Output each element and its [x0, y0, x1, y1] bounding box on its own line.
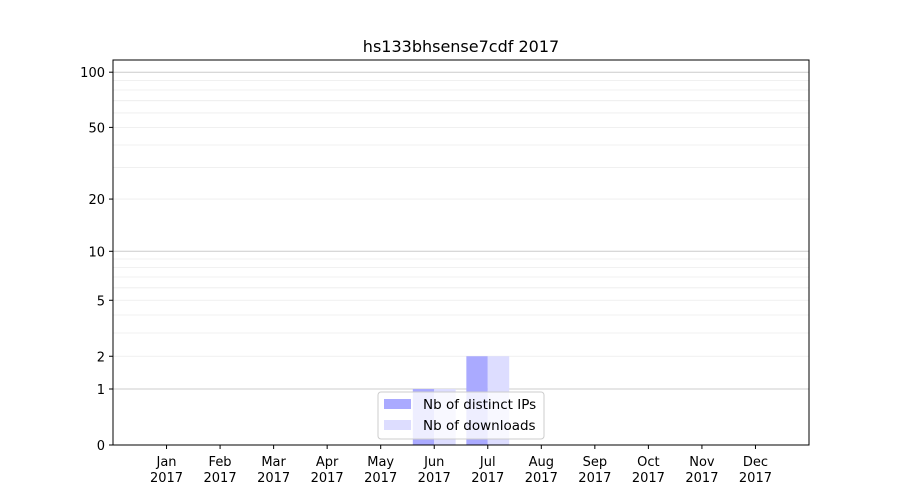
legend-swatch-ips	[384, 399, 411, 409]
y-axis: 0 1 2 5 10 20 50 100	[80, 66, 113, 454]
x-tick-label: Apr 2017	[311, 455, 344, 486]
y-tick-label: 2	[97, 350, 105, 365]
y-tick-label: 50	[88, 121, 105, 136]
y-tick-label: 1	[97, 383, 105, 398]
y-tick-label: 0	[97, 439, 105, 454]
legend-frame	[377, 391, 545, 440]
legend-swatch-downloads	[384, 420, 411, 430]
x-tick-label: Aug 2017	[525, 455, 558, 486]
legend-label-ips: Nb of distinct IPs	[423, 397, 536, 413]
legend-label-downloads: Nb of downloads	[423, 418, 536, 434]
x-tick-label: Jul 2017	[471, 455, 504, 486]
x-axis: Jan 2017 Feb 2017 Mar 2017 Apr 2017 May 2017 Jun 20…	[150, 445, 772, 486]
legend: Nb of distinct IPs Nb of downloads	[377, 391, 545, 440]
y-tick-label: 5	[97, 294, 105, 309]
x-tick-label: Oct 2017	[632, 455, 665, 486]
x-tick-label: Jan 2017	[150, 455, 183, 486]
x-tick-label: Mar 2017	[257, 455, 290, 486]
x-tick-label: Jun 2017	[418, 455, 451, 486]
y-tick-label: 100	[80, 66, 105, 81]
y-tick-label: 20	[88, 193, 105, 208]
x-tick-label: Dec 2017	[739, 455, 772, 486]
x-tick-label: Sep 2017	[578, 455, 611, 486]
chart-title: hs133bhsense7cdf 2017	[363, 37, 559, 56]
x-tick-label: Nov 2017	[685, 455, 718, 486]
x-tick-label: Feb 2017	[204, 455, 237, 486]
plot-frame	[112, 59, 810, 446]
y-tick-label: 10	[88, 245, 105, 260]
grid	[113, 71, 809, 390]
x-tick-label: May 2017	[364, 455, 397, 486]
